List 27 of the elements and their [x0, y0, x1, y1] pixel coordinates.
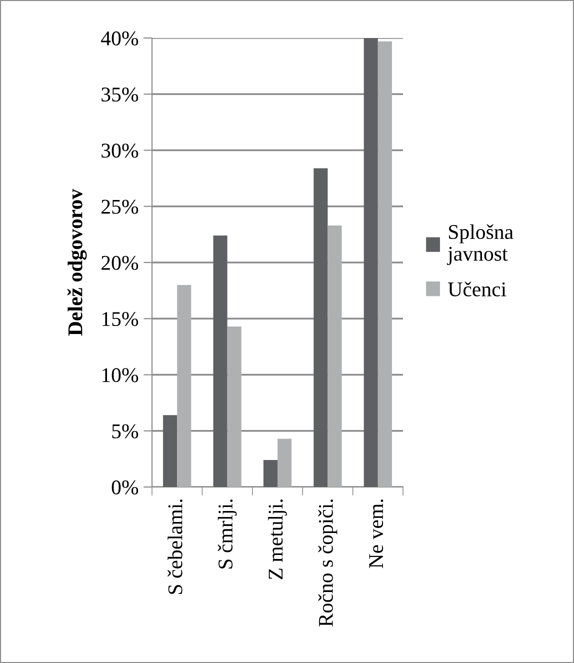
bar: [314, 168, 328, 487]
bar: [378, 41, 392, 487]
y-tick-label: 0%: [112, 480, 138, 494]
bar: [213, 236, 228, 487]
y-tick-label: 10%: [102, 368, 138, 382]
y-axis-title: Delež odgovorov: [67, 188, 87, 336]
legend-label: Splošna javnost: [447, 224, 514, 266]
y-tick-label: 15%: [102, 312, 138, 326]
x-tick-label: Ne vem.: [369, 499, 384, 568]
x-tick-label: S čebelami.: [168, 499, 182, 594]
y-tick-label: 25%: [102, 200, 138, 214]
bar: [227, 326, 242, 487]
x-tick-label: Ročno s čopiči.: [318, 499, 338, 627]
legend-label: Učenci: [448, 282, 506, 296]
bar: [328, 225, 342, 487]
y-tick-label: 20%: [102, 256, 138, 270]
bar: [263, 460, 278, 487]
bar: [364, 38, 378, 487]
y-tick-label: 5%: [112, 424, 138, 438]
bar: [163, 415, 178, 487]
x-tick-label: S čmrlji.: [218, 499, 237, 568]
y-tick-label: 30%: [102, 144, 138, 158]
y-tick-label: 40%: [101, 31, 138, 46]
bar: [278, 438, 292, 487]
y-tick-label: 35%: [102, 88, 138, 102]
x-tick-label: Z metulji.: [268, 499, 287, 580]
bar: [177, 284, 192, 487]
